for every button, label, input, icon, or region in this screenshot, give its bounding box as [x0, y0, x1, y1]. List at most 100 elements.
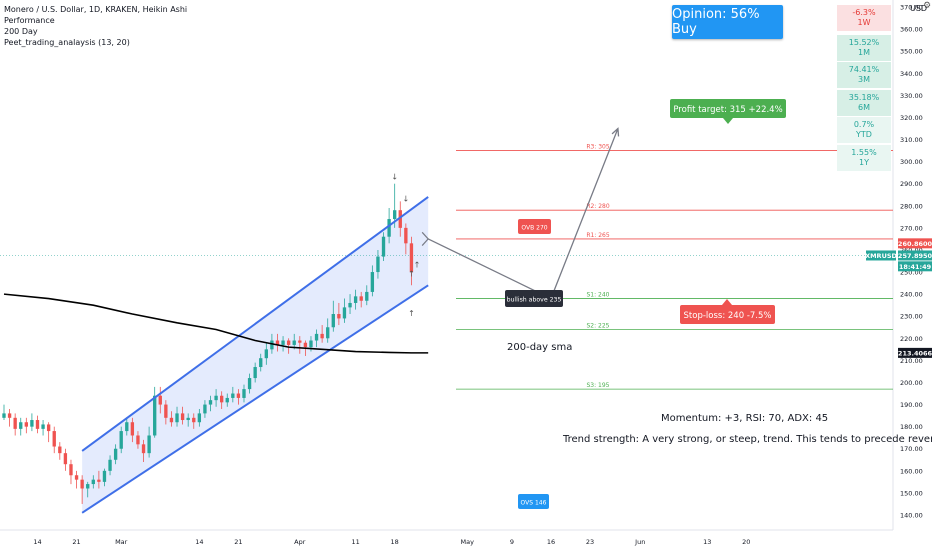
- candle-body: [2, 413, 6, 418]
- performance-value: 0.7%: [853, 120, 875, 129]
- candle-body: [398, 210, 402, 228]
- candle-body: [231, 393, 235, 398]
- performance-value: 35.18%: [848, 93, 880, 102]
- x-tick-label: Jun: [634, 538, 645, 546]
- candle-body: [35, 420, 40, 429]
- ovs-badge: [518, 494, 549, 509]
- candle-body: [113, 448, 118, 460]
- candle-body: [314, 333, 319, 341]
- price-label-box: [898, 238, 932, 249]
- level-label: S2: 225: [586, 322, 609, 329]
- candle-body: [214, 395, 218, 401]
- candle-body: [175, 413, 179, 423]
- candle-body: [270, 340, 274, 350]
- indicator-200day[interactable]: 200 Day: [4, 27, 38, 36]
- signal-arrow-icon: ↓: [391, 172, 398, 181]
- candle-body: [24, 422, 28, 427]
- candle-body: [125, 422, 129, 432]
- candle-body: [192, 417, 196, 423]
- candle-body: [203, 404, 207, 414]
- stop-loss-label: Stop-loss: 240 -7.5%: [684, 311, 772, 321]
- profit-target-badge: [670, 99, 786, 118]
- y-tick-label: 370.00: [900, 4, 923, 12]
- sma-label: 200-day sma: [507, 342, 572, 353]
- price-label-box: [866, 250, 896, 261]
- signal-arrow-icon: ↑: [408, 269, 415, 278]
- y-tick-label: 270.00: [900, 224, 923, 232]
- y-tick-label: 310.00: [900, 136, 923, 144]
- candle-body: [141, 444, 146, 454]
- candle-body: [247, 378, 252, 390]
- level-label: S3: 195: [586, 382, 609, 389]
- x-tick-label: Mar: [115, 538, 128, 546]
- channel-upper-line: [81, 196, 429, 452]
- y-tick-label: 280.00: [900, 202, 923, 210]
- candle-body: [337, 314, 341, 319]
- performance-cell-1m: 15.52% 1M: [837, 35, 891, 61]
- price-label-box: [898, 347, 932, 358]
- profit-target-pointer: [723, 118, 733, 124]
- x-tick-label: 21: [234, 538, 242, 546]
- projection-path: [427, 128, 619, 300]
- y-tick-label: 220.00: [900, 335, 923, 343]
- channel-fill: [82, 196, 429, 513]
- performance-value: 1.55%: [851, 148, 877, 157]
- price-label: 257.8950: [898, 252, 932, 260]
- candle-body: [242, 389, 246, 398]
- candle-body: [13, 417, 17, 429]
- candle-body: [286, 340, 291, 345]
- y-tick-label: 160.00: [900, 467, 923, 475]
- candle-body: [197, 413, 202, 423]
- x-tick-label: 11: [351, 538, 359, 546]
- candle-body: [58, 446, 62, 454]
- x-tick-label: 9: [510, 538, 514, 546]
- bullish-badge: [505, 290, 563, 307]
- candle-body: [7, 413, 12, 418]
- performance-period: 6M: [858, 103, 870, 112]
- candle-body: [130, 422, 135, 436]
- y-tick-label: 320.00: [900, 114, 923, 122]
- x-tick-label: 23: [586, 538, 594, 546]
- channel-lower-line: [81, 284, 429, 514]
- candle-body: [387, 219, 391, 237]
- candle-body: [186, 417, 190, 421]
- candle-body: [370, 272, 375, 292]
- candle-body: [158, 395, 162, 405]
- settings-gear-icon[interactable]: ⚙: [923, 1, 932, 11]
- candle-body: [264, 349, 268, 359]
- candle-body: [353, 296, 358, 303]
- candle-body: [359, 296, 363, 301]
- trend-strength-text: Trend strength: A very strong, or steep,…: [563, 434, 932, 445]
- bullish-label: bullish above 235: [507, 297, 562, 304]
- price-axis-bg: [893, 0, 932, 550]
- candle-body: [281, 340, 285, 345]
- candle-body: [169, 417, 174, 423]
- candle-body: [147, 435, 151, 454]
- x-tick-label: 18: [391, 538, 399, 546]
- indicator-peet[interactable]: Peet_trading_analaysis (13, 20): [4, 38, 130, 47]
- performance-period: 1M: [858, 48, 870, 57]
- indicator-performance[interactable]: Performance: [4, 16, 55, 25]
- x-tick-label: 14: [195, 538, 203, 546]
- projection-arrow-up: [611, 127, 620, 137]
- candle-body: [404, 227, 408, 244]
- y-tick-label: 260.00: [900, 246, 923, 254]
- candle-body: [136, 435, 140, 445]
- candle-body: [409, 243, 414, 273]
- y-tick-label: 360.00: [900, 26, 923, 34]
- candle-body: [208, 400, 213, 405]
- candle-body: [119, 431, 123, 449]
- y-tick-label: 330.00: [900, 92, 923, 100]
- candle-body: [381, 236, 386, 257]
- candle-body: [86, 484, 90, 489]
- level-label: R3: 305: [586, 144, 610, 151]
- y-tick-label: 180.00: [900, 423, 923, 431]
- y-tick-label: 190.00: [900, 401, 923, 409]
- candle-body: [331, 314, 335, 328]
- candle-body: [236, 393, 241, 398]
- candle-body: [365, 291, 369, 301]
- candle-body: [303, 342, 308, 348]
- performance-cell-6m: 35.18% 6M: [837, 90, 891, 116]
- y-tick-label: 300.00: [900, 158, 923, 166]
